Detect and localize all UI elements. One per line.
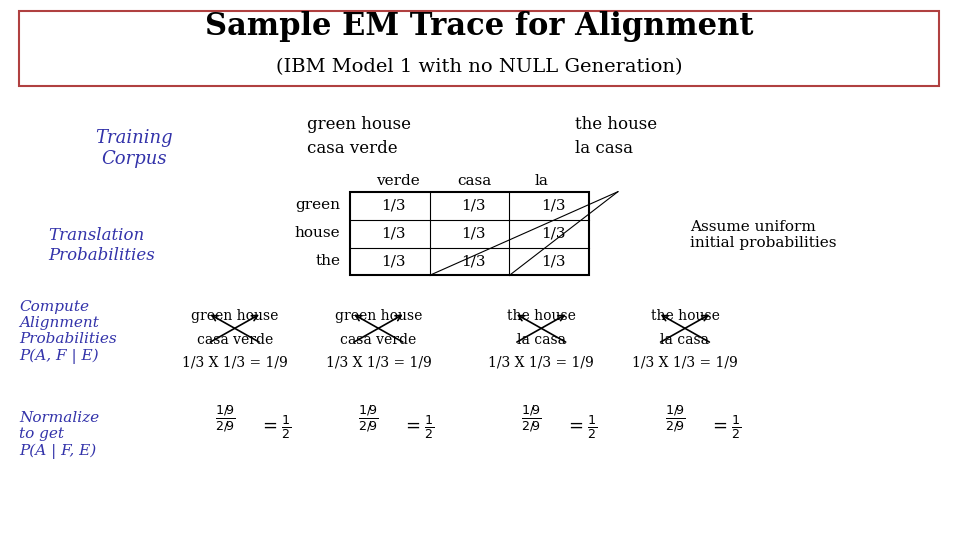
Text: $=\frac{1}{2}$: $=\frac{1}{2}$: [709, 413, 741, 441]
Text: house: house: [294, 226, 340, 240]
Text: the: the: [315, 254, 340, 268]
Text: 1/3 X 1/3 = 1/9: 1/3 X 1/3 = 1/9: [326, 356, 431, 370]
Text: $\frac{1/9}{2/9}$: $\frac{1/9}{2/9}$: [521, 403, 542, 434]
Text: Normalize
to get
P(A | F, E): Normalize to get P(A | F, E): [19, 411, 100, 458]
Text: 1/3: 1/3: [462, 199, 486, 213]
Text: 1/3: 1/3: [381, 199, 406, 213]
Text: la casa: la casa: [575, 140, 633, 157]
Text: $\frac{1/9}{2/9}$: $\frac{1/9}{2/9}$: [665, 403, 686, 434]
Text: $=\frac{1}{2}$: $=\frac{1}{2}$: [402, 413, 435, 441]
Text: 1/3: 1/3: [381, 254, 406, 268]
Text: the house: the house: [650, 309, 719, 323]
Text: Assume uniform
initial probabilities: Assume uniform initial probabilities: [690, 220, 836, 250]
Text: 1/3: 1/3: [462, 227, 486, 240]
Text: 1/3: 1/3: [462, 254, 486, 268]
Text: Training
Corpus: Training Corpus: [95, 129, 173, 168]
Text: $=\frac{1}{2}$: $=\frac{1}{2}$: [565, 413, 598, 441]
Text: 1/3 X 1/3 = 1/9: 1/3 X 1/3 = 1/9: [632, 356, 738, 370]
Text: Compute
Alignment
Probabilities
P(A, F | E): Compute Alignment Probabilities P(A, F |…: [19, 300, 117, 364]
Text: Translation
Probabilities: Translation Probabilities: [48, 227, 154, 264]
FancyBboxPatch shape: [19, 11, 939, 86]
Text: (IBM Model 1 with no NULL Generation): (IBM Model 1 with no NULL Generation): [276, 58, 682, 77]
Text: $=\frac{1}{2}$: $=\frac{1}{2}$: [259, 413, 291, 441]
Text: 1/3: 1/3: [541, 199, 566, 213]
Text: the house: the house: [575, 116, 657, 133]
Text: la casa: la casa: [516, 333, 566, 347]
Text: la: la: [535, 174, 548, 188]
Text: verde: verde: [376, 174, 420, 188]
Text: Sample EM Trace for Alignment: Sample EM Trace for Alignment: [205, 11, 753, 43]
Text: $\frac{1/9}{2/9}$: $\frac{1/9}{2/9}$: [358, 403, 379, 434]
Text: green: green: [295, 198, 340, 212]
Text: green house: green house: [307, 116, 411, 133]
Text: 1/3: 1/3: [541, 254, 566, 268]
Text: green house: green house: [334, 309, 422, 323]
Text: 1/3 X 1/3 = 1/9: 1/3 X 1/3 = 1/9: [489, 356, 594, 370]
Text: 1/3: 1/3: [381, 227, 406, 240]
Bar: [350, 192, 589, 275]
Text: green house: green house: [191, 309, 279, 323]
Text: the house: the house: [507, 309, 576, 323]
Text: casa: casa: [457, 174, 491, 188]
Text: casa verde: casa verde: [340, 333, 417, 347]
Text: casa verde: casa verde: [307, 140, 398, 157]
Text: la casa: la casa: [660, 333, 710, 347]
Text: $\frac{1/9}{2/9}$: $\frac{1/9}{2/9}$: [215, 403, 236, 434]
Text: 1/3 X 1/3 = 1/9: 1/3 X 1/3 = 1/9: [182, 356, 287, 370]
Text: 1/3: 1/3: [541, 227, 566, 240]
Text: casa verde: casa verde: [196, 333, 273, 347]
